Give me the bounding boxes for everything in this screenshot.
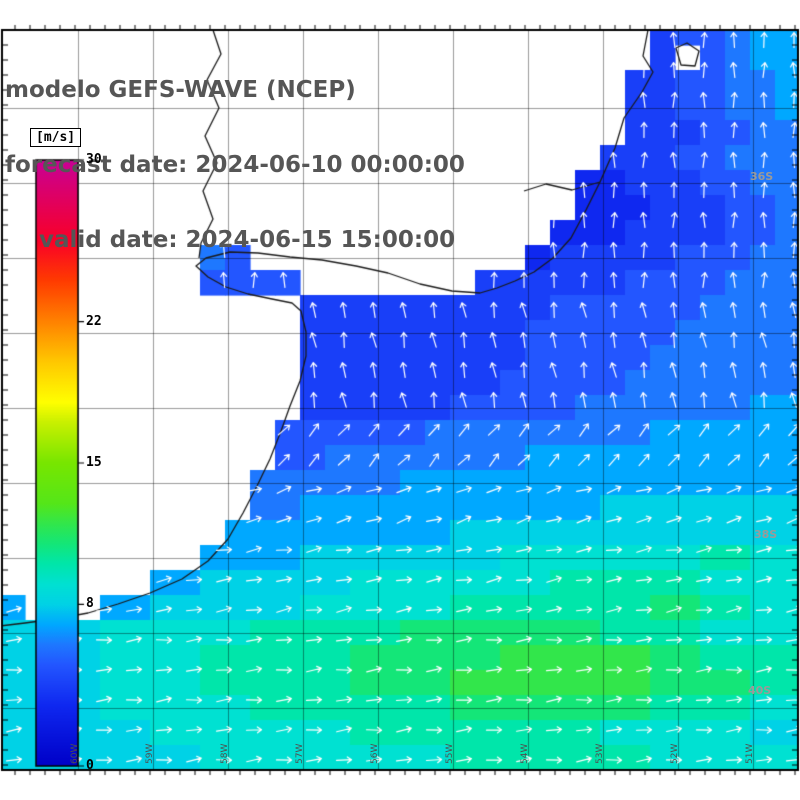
colorbar-tick-label: 8 [86, 596, 94, 612]
colorbar-tick-label: 0 [86, 758, 94, 773]
valid-date: valid date: 2024-06-15 15:00:00 [39, 227, 456, 253]
colorbar-tick-label: 15 [86, 455, 102, 470]
model-title: modelo GEFS-WAVE (NCEP) [5, 77, 356, 103]
longitude-label: 57W [295, 743, 305, 764]
colorbar-tick-label: 22 [86, 313, 102, 329]
longitude-label: 55W [445, 743, 455, 764]
longitude-label: 52W [670, 743, 680, 764]
forecast-date: forecast date: 2024-06-10 00:00:00 [5, 152, 465, 178]
longitude-label: 58W [220, 743, 230, 764]
latitude-label: 40S [748, 684, 772, 697]
longitude-label: 56W [370, 743, 380, 764]
longitude-label: 59W [145, 743, 155, 764]
longitude-label: 54W [520, 743, 530, 764]
colorbar-tick-label: 30 [86, 152, 102, 167]
colorbar-unit-label: [m/s] [30, 128, 82, 147]
latitude-label: 36S [750, 170, 774, 183]
latitude-label: 38S [754, 528, 778, 541]
longitude-label: 60W [70, 743, 80, 764]
longitude-label: 51W [745, 743, 755, 764]
longitude-label: 53W [595, 743, 605, 764]
title-block: modelo GEFS-WAVE (NCEP) forecast date: 2… [5, 28, 465, 303]
